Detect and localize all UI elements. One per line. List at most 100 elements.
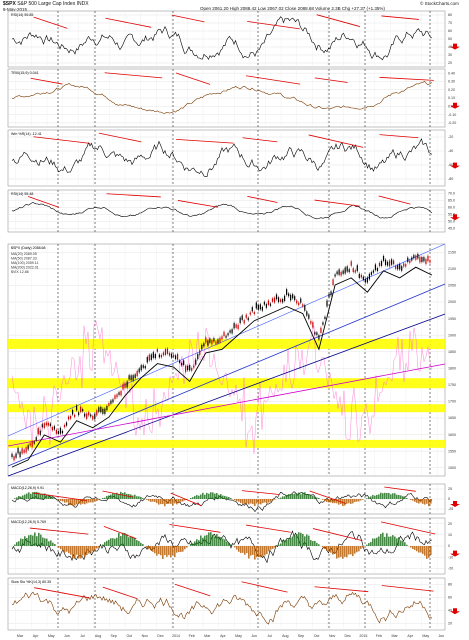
axis-tick-trix: -0.10 [448,113,456,117]
macd-histogram-bar [328,546,330,551]
macd-histogram-bar [128,537,130,546]
macd-histogram-bar [24,536,26,546]
macd-histogram-bar [274,546,276,548]
macd-histogram-bar [302,534,304,546]
macd-histogram-bar [172,499,174,506]
macd-histogram-bar [204,535,206,546]
macd-histogram-bar [86,546,88,556]
macd-histogram-bar [314,540,316,546]
candle-body [241,315,243,320]
axis-tick-trix: 0.30 [448,80,455,84]
macd-histogram-bar [208,532,210,546]
macd-histogram-bar [386,533,388,546]
macd-histogram-bar [170,499,172,504]
macd-histogram-bar [116,537,118,546]
macd-histogram-bar [78,499,80,504]
macd-histogram-bar [170,546,172,558]
macd-histogram-bar [38,532,40,546]
macd-histogram-bar [86,499,88,504]
candle-body [304,305,306,311]
macd-histogram-bar [154,546,156,554]
macd-histogram-bar [236,546,238,550]
macd-histogram-bar [390,494,392,499]
trend-line [176,139,234,144]
macd-histogram-bar [356,499,358,502]
axis-tick-rsi: 70 [448,21,452,25]
candle-body [176,353,179,360]
macd-histogram-bar [220,494,222,499]
candle-body [288,293,290,297]
macd-histogram-bar [366,498,368,499]
candle-body [328,294,330,298]
axis-tick-stoch: 80 [448,583,452,587]
macd-histogram-bar [248,546,250,559]
candle-body [314,332,316,335]
macd-histogram-bar [318,544,320,546]
macd-histogram-bar [190,497,192,499]
month-tick-label: Nov [329,634,336,638]
macd-histogram-bar [162,499,164,505]
macd-histogram-bar [204,494,206,499]
axis-tick-macd2: 0 [448,544,450,548]
macd-histogram-bar [48,541,50,546]
macd-histogram-bar [196,539,198,546]
macd-histogram-bar [228,542,230,546]
macd-histogram-bar [210,532,212,546]
trend-line [381,15,419,20]
candle-body [162,352,165,356]
macd-histogram-bar [124,532,126,546]
macd-histogram-bar [172,546,174,555]
macd-histogram-bar [68,499,70,505]
candle-body [193,365,195,368]
axis-tick-macd1: 25 [448,487,452,491]
candle-body [25,447,27,453]
candle-body [340,271,342,276]
axis-tick-macd2: 10 [448,533,452,537]
candle-body [80,406,82,413]
candle-body [23,449,25,453]
macd-histogram-bar [80,499,82,505]
macd-histogram-bar [150,499,152,502]
candle-body [39,430,41,435]
macd-histogram-bar [344,546,346,557]
axis-tick-rsi2: 50.0 [448,220,455,224]
macd-histogram-bar [146,546,148,548]
candle-body [259,304,261,310]
trend-line [34,587,90,599]
candle-body [235,324,237,328]
month-tick-label: Jul [267,634,272,638]
candle-body [128,375,130,380]
macd-histogram-bar [354,499,356,502]
macd-histogram-bar [42,537,44,546]
macd-histogram-bar [118,533,120,546]
macd-histogram-bar [146,499,148,500]
macd-histogram-bar [26,537,28,546]
candle-body [126,381,128,388]
macd-histogram-bar [244,546,246,555]
candle-body [312,322,314,328]
chart-date: 8-May-2015 [3,7,28,12]
month-tick-label: May [235,634,242,638]
macd-histogram-bar [74,546,76,559]
trend-line [102,586,138,600]
macd-histogram-bar [374,538,376,546]
support-band [8,439,445,448]
candle-body [120,390,122,396]
candle-body [263,301,266,305]
macd-histogram-bar [156,499,158,504]
candle-body [342,270,344,274]
axis-tick-macd1: -25 [448,507,453,511]
macd-histogram-bar [44,538,46,546]
month-tick-label: 2014 [172,634,180,638]
macd-histogram-bar [282,540,284,546]
axis-tick-price: 1500 [448,466,456,470]
macd-histogram-bar [426,546,428,559]
axis-tick-rsi2: 70.0 [448,192,455,196]
axis-tick-macd2: 20 [448,522,452,526]
macd-histogram-bar [400,495,402,499]
macd-histogram-bar [148,499,150,501]
axis-tick-rsi: 80 [448,13,452,17]
macd-histogram-bar [60,499,62,501]
macd-histogram-bar [290,537,292,546]
macd-histogram-bar [380,492,382,499]
